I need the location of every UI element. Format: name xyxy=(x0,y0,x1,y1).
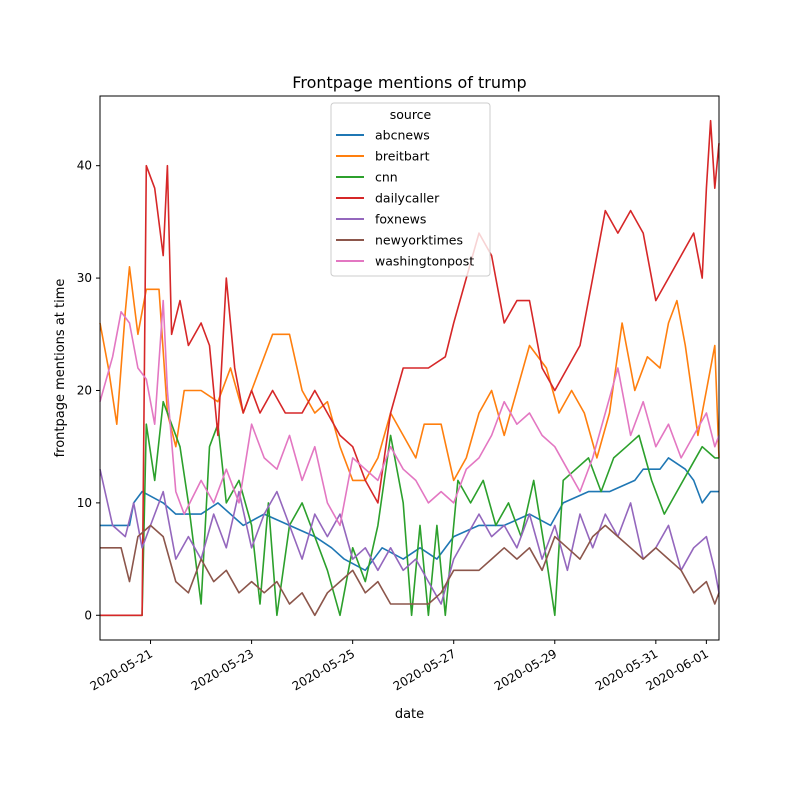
plot-frame xyxy=(99,95,720,641)
series-line-dailycaller xyxy=(100,119,720,617)
y-tick-label: 20 xyxy=(77,383,92,397)
legend-label-washingtonpost: washingtonpost xyxy=(375,254,474,269)
legend-label-cnn: cnn xyxy=(375,170,398,185)
legend-items: abcnews breitbart cnn dailycaller foxnews new… xyxy=(336,128,474,269)
series-line-abcnews xyxy=(100,457,719,572)
y-axis-label: frontpage mentions at time xyxy=(53,279,68,458)
legend-label-dailycaller: dailycaller xyxy=(375,191,440,206)
legend-label-abcnews: abcnews xyxy=(375,128,430,143)
series-line-breitbart xyxy=(99,266,720,482)
legend: source abcnews breitbart cnn dailycaller fox… xyxy=(330,102,491,277)
x-tick-label: 2020-05-23 xyxy=(189,646,256,693)
y-tick-label: 30 xyxy=(77,271,92,285)
legend-box xyxy=(330,102,491,277)
x-axis-ticks: 2020-05-21 2020-05-23 2020-05-25 2020-05-27… xyxy=(88,640,711,693)
series-line-washingtonpost xyxy=(99,299,720,527)
plot-lines xyxy=(99,119,720,617)
x-tick-label: 2020-05-25 xyxy=(290,646,357,693)
series-line-cnn xyxy=(100,400,719,617)
y-tick-label: 10 xyxy=(77,496,92,510)
y-axis-ticks: 0 10 20 30 40 xyxy=(77,159,100,622)
legend-title: source xyxy=(390,107,432,122)
legend-label-foxnews: foxnews xyxy=(375,212,426,227)
chart-title: Frontpage mentions of trump xyxy=(292,73,526,92)
series-line-newyorktimes xyxy=(100,524,720,617)
y-tick-label: 0 xyxy=(84,608,92,622)
y-tick-label: 40 xyxy=(77,159,92,173)
legend-label-breitbart: breitbart xyxy=(375,149,430,164)
x-tick-label: 2020-05-27 xyxy=(391,646,458,693)
x-tick-label: 2020-05-29 xyxy=(492,646,559,693)
x-axis-label: date xyxy=(395,707,424,722)
series-line-foxnews xyxy=(99,469,720,605)
legend-label-newyorktimes: newyorktimes xyxy=(375,233,463,248)
x-tick-label: 2020-05-21 xyxy=(88,646,155,693)
